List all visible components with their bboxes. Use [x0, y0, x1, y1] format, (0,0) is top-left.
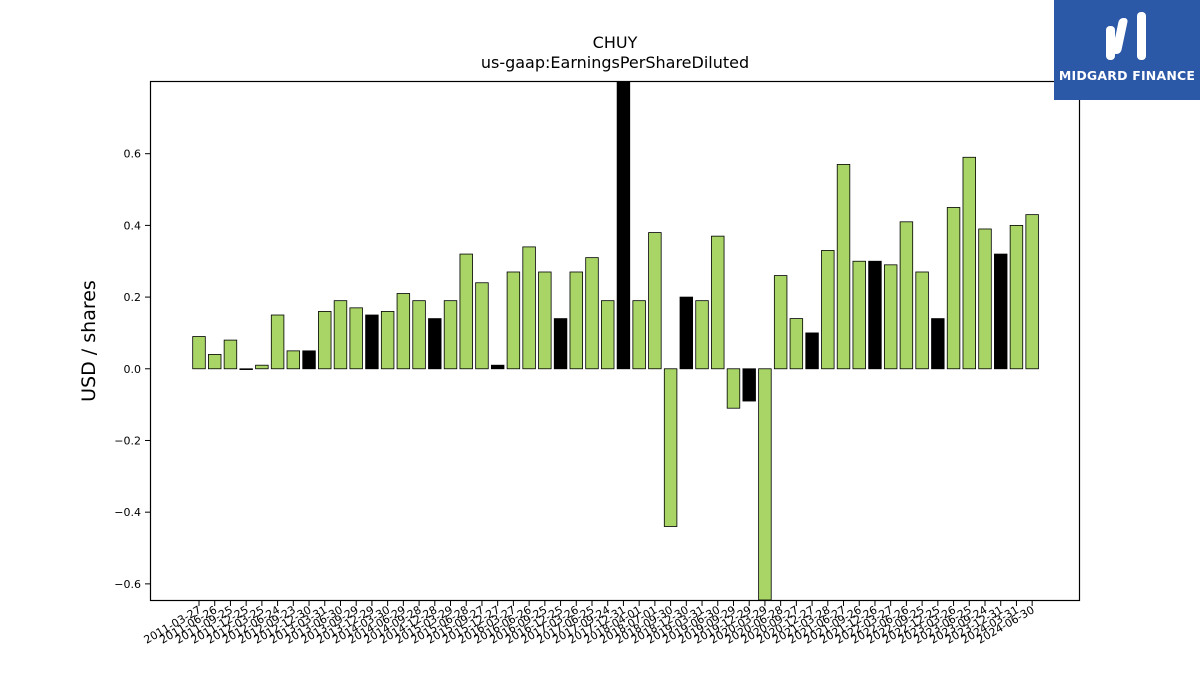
- bar-2012-09-23: [286, 350, 301, 370]
- bar-2016-09-25: [538, 271, 552, 370]
- bar-2014-12-28: [428, 318, 442, 370]
- bar-2012-03-25: [255, 364, 269, 370]
- bar-2017-12-31: [616, 81, 631, 370]
- bar-2023-12-31: [994, 253, 1008, 370]
- bar-2023-06-25: [962, 156, 976, 370]
- brand-name: MIDGARD FINANCE: [1058, 68, 1196, 83]
- chart-title: CHUY: [593, 33, 638, 52]
- bar-2019-09-29: [726, 368, 741, 409]
- bar-2017-09-24: [601, 300, 615, 370]
- bar-2019-03-31: [695, 300, 709, 370]
- bar-2013-09-29: [349, 307, 363, 370]
- bar-2024-06-30: [1025, 214, 1039, 370]
- bar-2015-03-29: [443, 300, 458, 370]
- bar-2019-06-30: [711, 235, 725, 370]
- bar-2012-12-30: [302, 350, 316, 370]
- bar-2014-09-28: [412, 300, 426, 370]
- bar-2013-06-30: [333, 300, 348, 370]
- y-tick-label: −0.2: [114, 434, 141, 447]
- bar-2018-09-30: [663, 368, 678, 527]
- bar-2013-03-31: [318, 311, 332, 370]
- bar-2011-03-27: [192, 336, 206, 370]
- bar-2022-06-26: [899, 221, 914, 370]
- bar-2021-09-26: [852, 260, 866, 370]
- bar-2020-06-28: [773, 275, 788, 370]
- y-tick-label: −0.4: [114, 506, 141, 519]
- x-axis: 2011-03-272011-06-262011-09-252011-12-25…: [142, 601, 1037, 647]
- bar-2021-03-28: [821, 250, 835, 370]
- bar-2017-03-26: [569, 271, 583, 370]
- bar-2022-12-25: [931, 318, 945, 370]
- bar-2023-09-24: [978, 228, 992, 370]
- y-tick-label: 0.4: [124, 219, 142, 232]
- y-tick-label: −0.6: [114, 578, 141, 591]
- bar-2011-12-25: [239, 368, 253, 370]
- bar-2020-03-29: [758, 368, 772, 601]
- bar-2012-06-24: [270, 314, 285, 370]
- bar-2016-03-27: [506, 271, 521, 370]
- bar-series: [192, 81, 1039, 601]
- bar-2022-03-27: [883, 264, 898, 370]
- bar-2015-12-27: [490, 364, 505, 370]
- bar-2018-04-01: [632, 300, 646, 370]
- bar-2020-12-27: [805, 332, 819, 370]
- y-tick-label: 0.6: [124, 148, 142, 161]
- bar-2011-09-25: [223, 339, 238, 370]
- bar-2015-06-28: [459, 253, 473, 370]
- bar-2018-07-01: [648, 232, 662, 370]
- midgard-logo-icon: [1106, 12, 1146, 60]
- bar-2013-12-29: [365, 314, 379, 370]
- bar-2024-03-31: [1009, 224, 1024, 370]
- bar-2018-12-30: [679, 296, 694, 370]
- y-axis: −0.6 −0.4 −0.2 0.0 0.2 0.4 0.6: [114, 148, 150, 591]
- plot-frame: [149, 80, 1081, 602]
- y-tick-label: 0.2: [124, 291, 142, 304]
- bar-2015-09-27: [475, 282, 489, 370]
- bar-2014-06-29: [396, 293, 411, 370]
- bar-2016-12-25: [553, 318, 568, 370]
- bar-2020-09-27: [789, 318, 804, 370]
- y-axis-label: USD / shares: [78, 280, 100, 402]
- y-tick-label: 0.0: [124, 363, 142, 376]
- bar-2016-06-26: [522, 246, 536, 370]
- chart-subtitle: us-gaap:EarningsPerShareDiluted: [481, 53, 749, 72]
- bar-2017-06-25: [585, 257, 599, 370]
- bar-2019-12-29: [742, 368, 756, 402]
- bar-2023-03-26: [946, 207, 961, 370]
- bar-2014-03-30: [380, 311, 395, 370]
- bar-2021-06-27: [836, 164, 851, 370]
- brand-logo: MIDGARD FINANCE: [1054, 0, 1200, 100]
- bar-2011-06-26: [208, 354, 222, 370]
- bar-2022-09-25: [915, 271, 929, 370]
- bar-2021-12-26: [868, 260, 882, 370]
